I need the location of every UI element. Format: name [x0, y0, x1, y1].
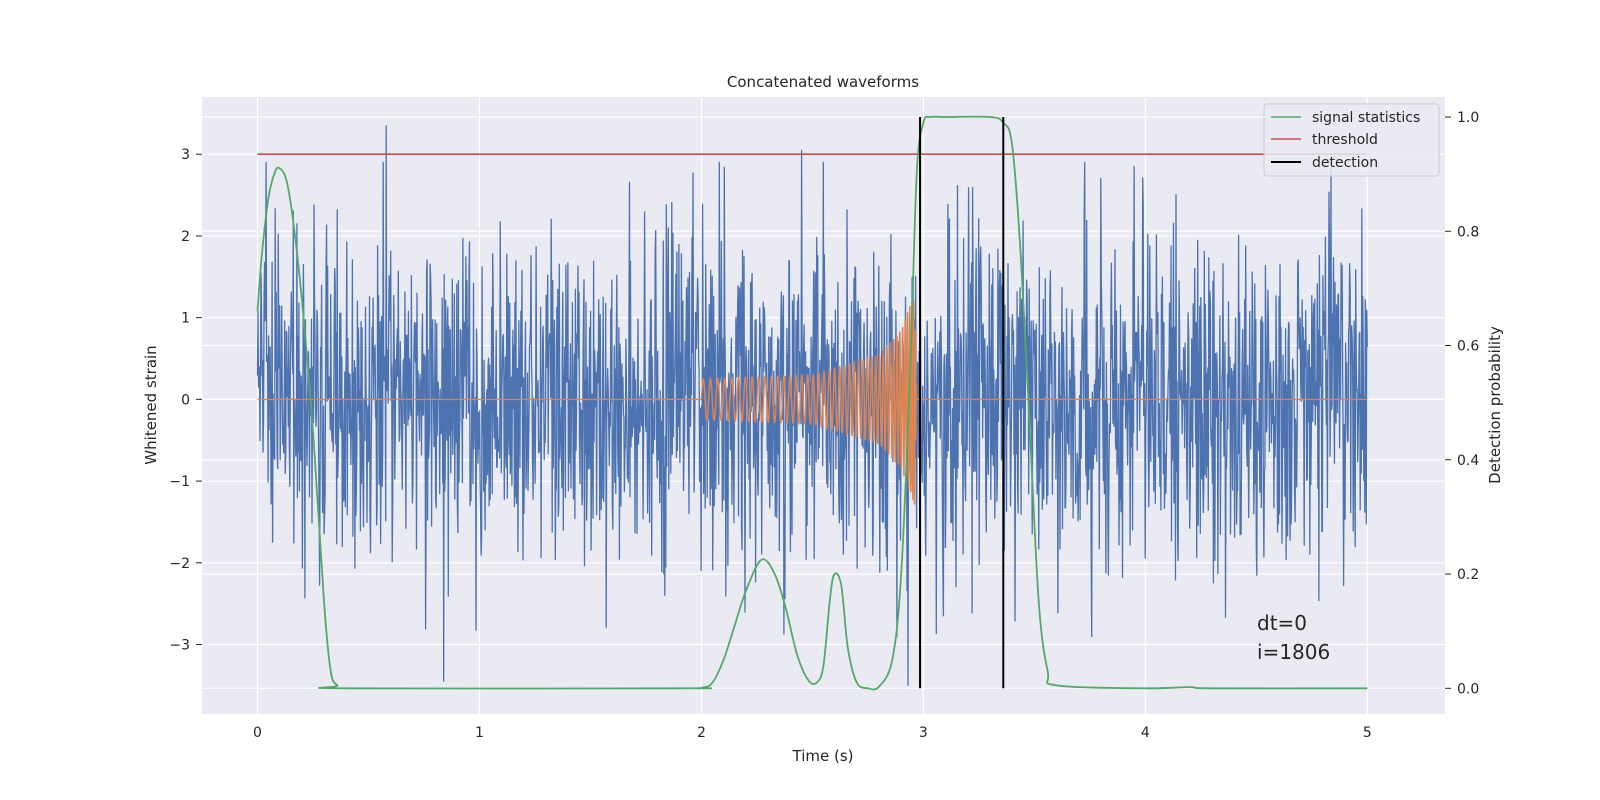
- legend: signal statistics threshold detection: [1263, 103, 1440, 177]
- annotation-i: i=1806: [1257, 640, 1330, 664]
- x-tick-label: 4: [1141, 725, 1150, 741]
- x-tick-label: 1: [475, 725, 484, 741]
- x-tick-label: 5: [1363, 725, 1372, 741]
- y2-tick-label: 0.4: [1457, 453, 1479, 469]
- y2-tick-label: 0.6: [1457, 339, 1479, 355]
- y-axis-label: Whitened strain: [142, 345, 160, 464]
- x-tick-label: 0: [253, 725, 262, 741]
- annotation-dt: dt=0: [1257, 611, 1307, 635]
- signal-statistics-line: [256, 115, 1368, 691]
- y2-tick-label: 0.2: [1457, 567, 1479, 583]
- y2-tick-label: 0.8: [1457, 224, 1479, 240]
- y-tick-label: −1: [169, 474, 190, 490]
- strain-series-line: [256, 124, 1368, 687]
- y2-tick-label: 1.0: [1457, 110, 1479, 126]
- legend-label-threshold: threshold: [1312, 132, 1378, 148]
- y2-axis-label: Detection probability: [1486, 326, 1504, 484]
- y2-tick-label: 0.0: [1457, 681, 1479, 697]
- y-tick-label: −3: [169, 638, 190, 654]
- x-tick-label: 3: [919, 725, 928, 741]
- legend-box: [1263, 103, 1440, 177]
- y-tick-label: −2: [169, 556, 190, 572]
- x-tick-label: 2: [697, 725, 706, 741]
- x-axis-label: Time (s): [792, 747, 854, 765]
- y-tick-label: 2: [181, 229, 190, 245]
- injected-signal-line: [257, 300, 1368, 505]
- legend-label-detection: detection: [1312, 155, 1378, 171]
- chart-title: Concatenated waveforms: [727, 73, 919, 91]
- y-tick-label: 1: [181, 311, 190, 327]
- y-tick-label: 0: [181, 392, 190, 408]
- data-layer: [256, 115, 1368, 691]
- legend-label-signal-statistics: signal statistics: [1312, 110, 1420, 126]
- ticks: 0 1 2 3 4 5 −3 −2 −1 0 1 2 3 0.0 0.2 0.4 0.6 0.8 1.0: [169, 110, 1479, 741]
- y-tick-label: 3: [181, 147, 190, 163]
